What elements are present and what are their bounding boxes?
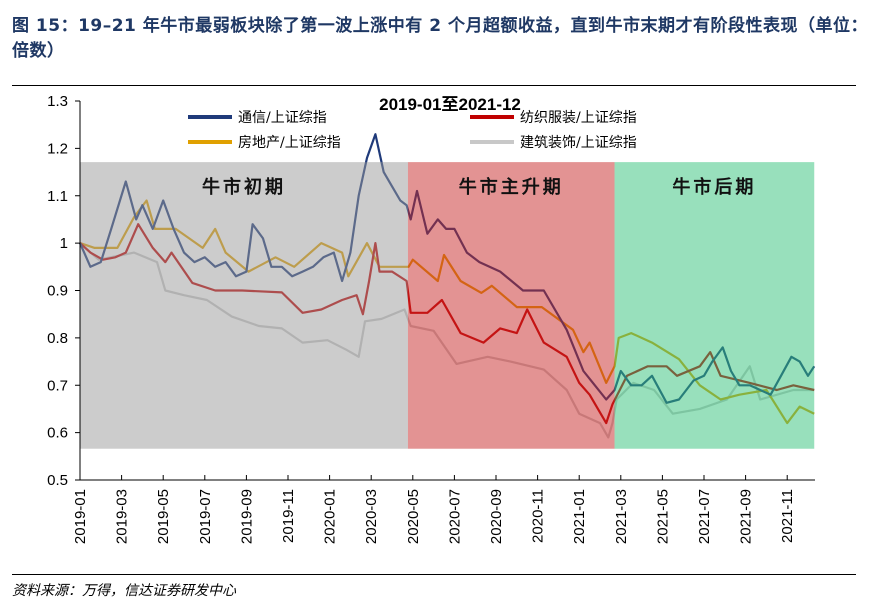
chart-title: 2019-01至2021-12 [379, 95, 521, 114]
y-tick-label: 0.9 [47, 283, 68, 300]
y-tick-label: 1.3 [47, 93, 68, 110]
y-tick-label: 1 [60, 235, 68, 252]
x-tick-label: 2019-07 [197, 489, 214, 544]
y-tick-label: 0.7 [47, 377, 68, 394]
y-tick-label: 0.5 [47, 472, 68, 489]
phase-region-0 [80, 162, 408, 449]
x-tick-label: 2021-01 [571, 489, 588, 544]
y-tick-label: 0.8 [47, 330, 68, 347]
phase-label: 牛市主升期 [459, 176, 564, 198]
legend-label: 房地产/上证综指 [238, 135, 341, 151]
x-tick-label: 2020-05 [405, 489, 422, 544]
y-tick-label: 1.1 [47, 188, 68, 205]
x-tick-label: 2021-09 [738, 489, 755, 544]
legend-label: 建筑装饰/上证综指 [520, 135, 637, 151]
source-note: 资料来源：万得，信达证券研发中心 [12, 583, 236, 599]
phase-label: 牛市后期 [672, 176, 756, 198]
phase-region-2 [614, 162, 815, 449]
x-tick-label: 2021-05 [654, 489, 671, 544]
x-tick-label: 2019-05 [155, 489, 172, 544]
x-tick-label: 2020-07 [446, 489, 463, 544]
x-tick-label: 2021-03 [613, 489, 630, 544]
x-tick-label: 2021-11 [779, 489, 796, 543]
legend-label: 纺织服装/上证综指 [520, 110, 637, 126]
x-tick-label: 2020-11 [530, 489, 547, 543]
y-tick-label: 1.2 [47, 140, 68, 157]
y-tick-label: 0.6 [47, 425, 68, 442]
phase-label: 牛市初期 [202, 176, 286, 198]
x-tick-label: 2019-01 [72, 489, 89, 544]
x-tick-label: 2019-11 [280, 489, 297, 543]
figure-title: 图 15：19–21 年牛市最弱板块除了第一波上涨中有 2 个月超额收益，直到牛… [12, 16, 868, 61]
x-tick-label: 2020-01 [322, 489, 339, 544]
phase-region-1 [407, 162, 615, 449]
x-tick-label: 2020-03 [363, 489, 380, 544]
bottom-divider [12, 574, 856, 575]
x-tick-label: 2020-09 [488, 489, 505, 544]
legend-label: 通信/上证综指 [238, 110, 327, 126]
x-tick-label: 2019-03 [114, 489, 131, 544]
x-tick-label: 2019-09 [238, 489, 255, 544]
top-divider [12, 85, 856, 86]
x-tick-label: 2021-07 [696, 489, 713, 544]
